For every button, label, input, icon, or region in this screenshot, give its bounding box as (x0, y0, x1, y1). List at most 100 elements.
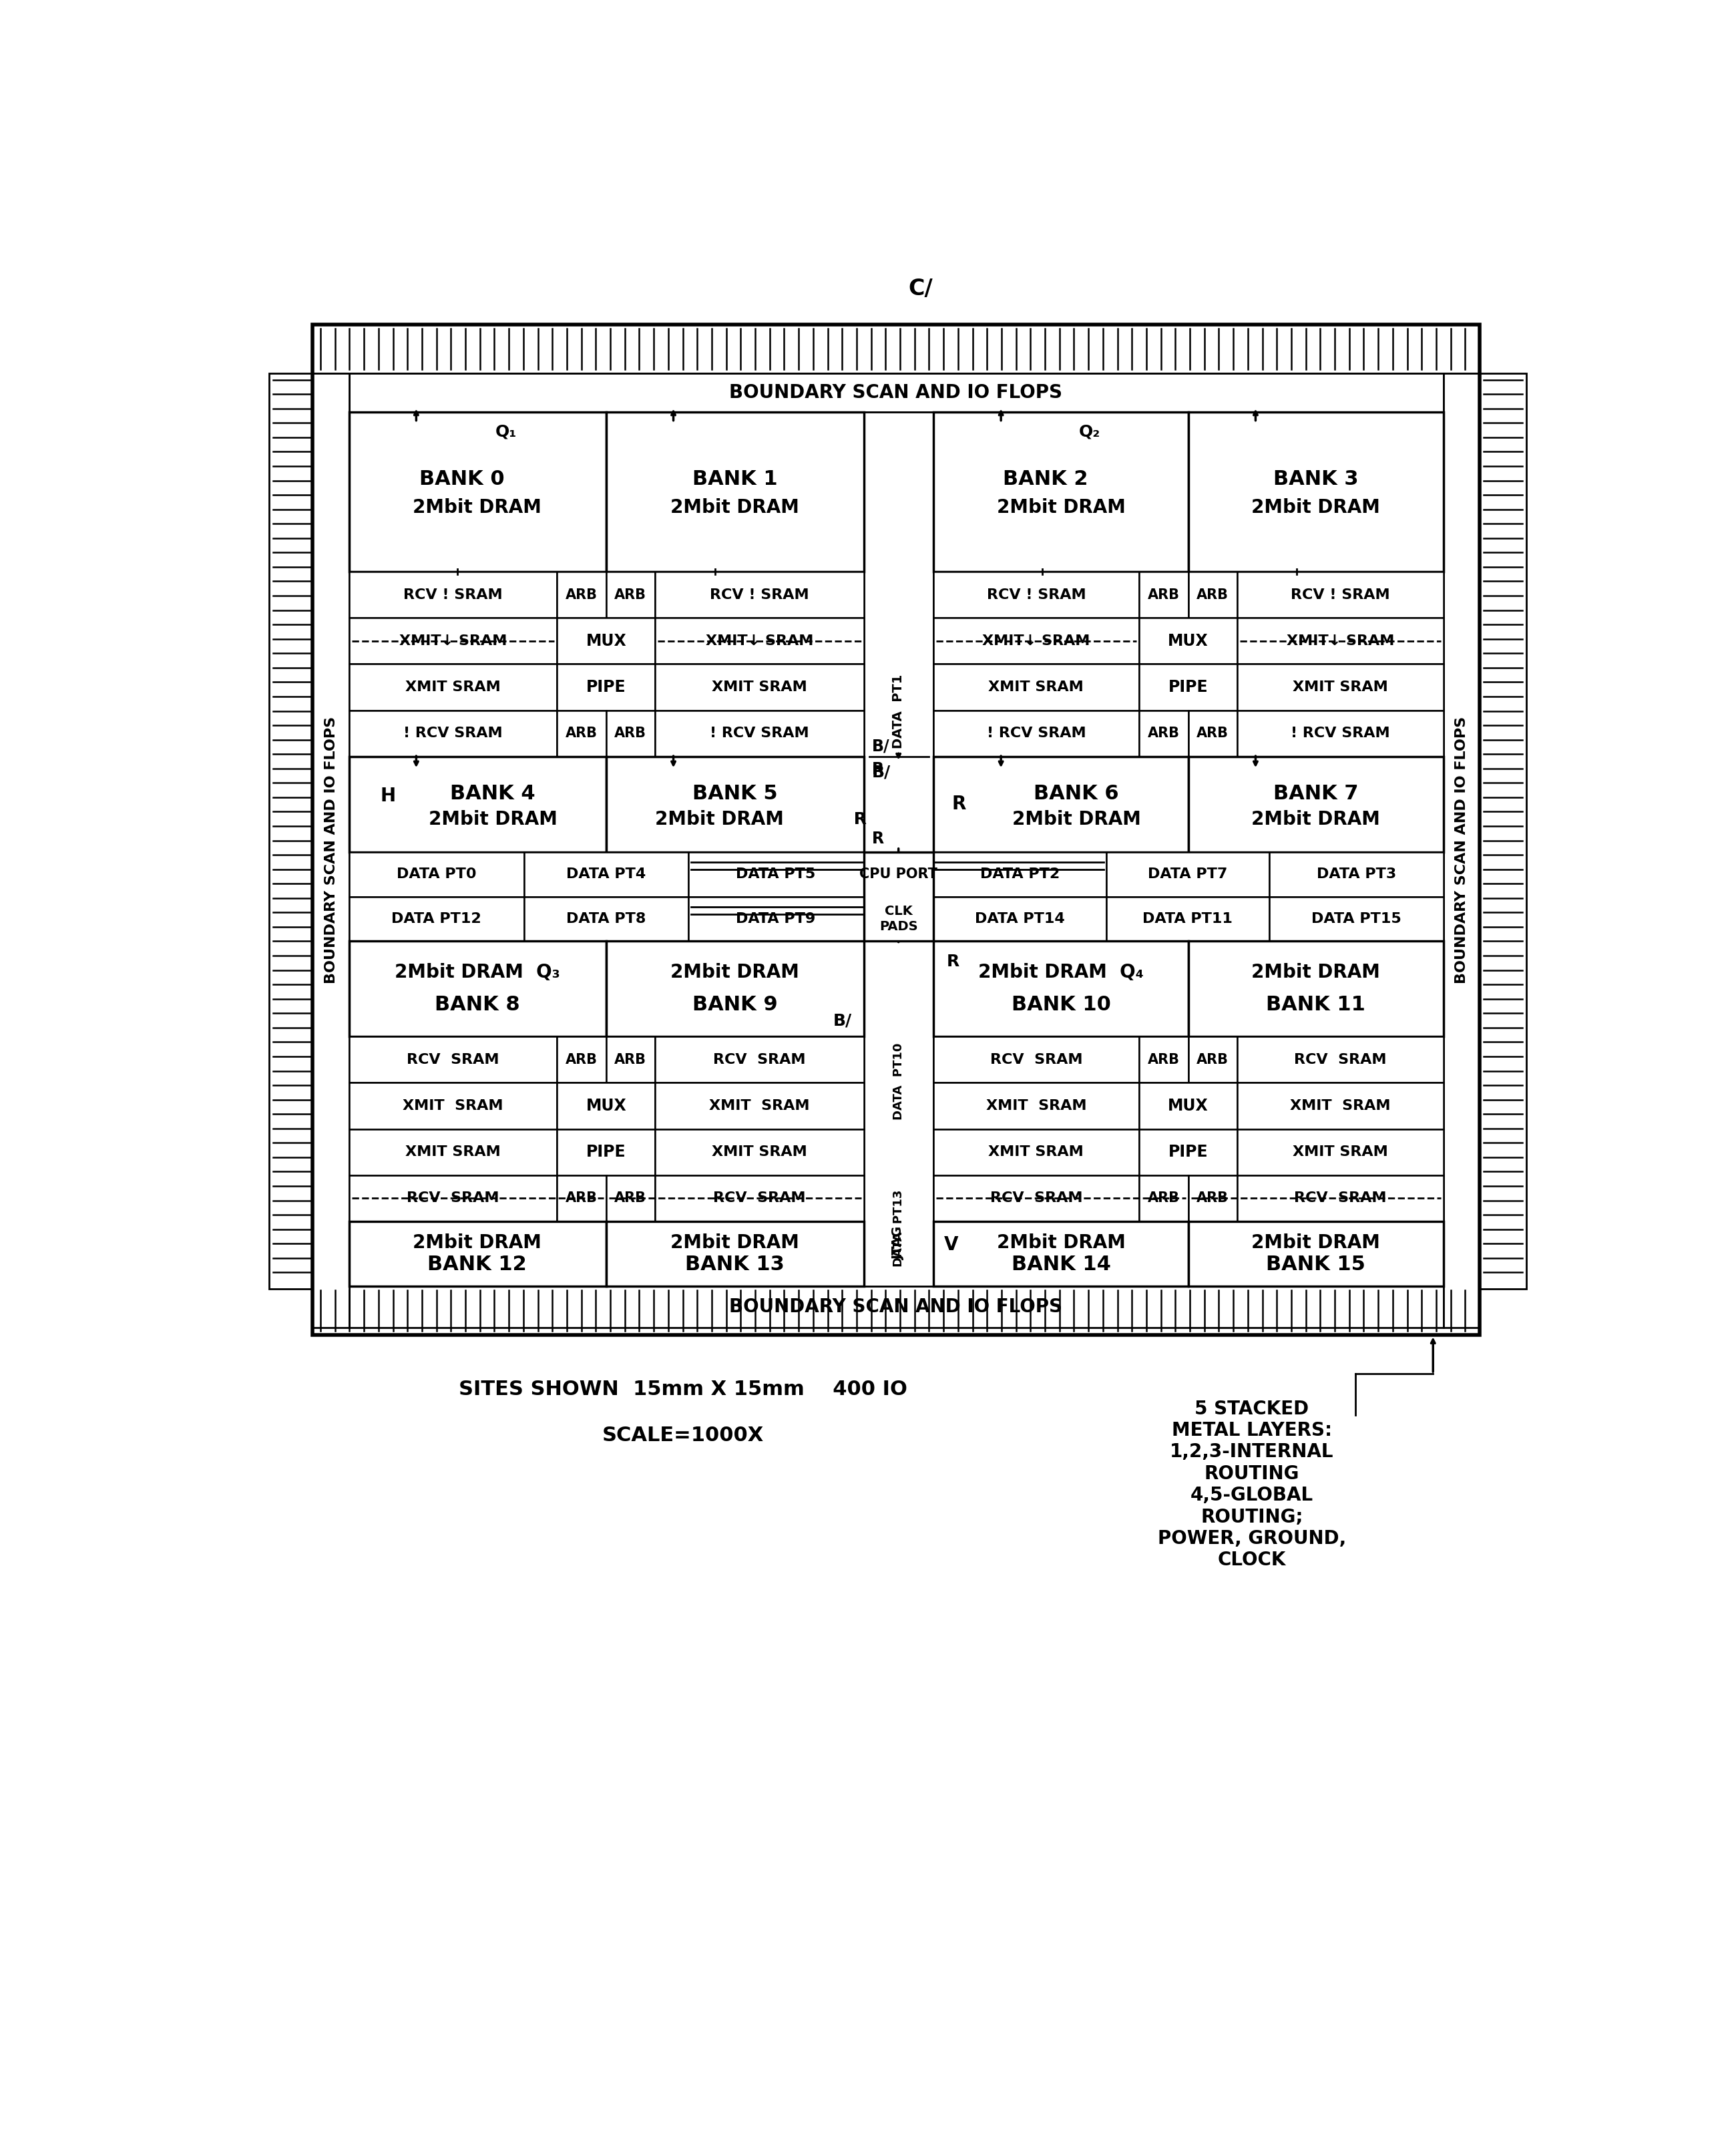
Bar (557, 572, 606, 617)
Text: ARB: ARB (1147, 589, 1179, 602)
Text: BANK 15: BANK 15 (1266, 1255, 1364, 1274)
Bar (654, 572, 865, 617)
Text: 2Mbit DRAM: 2Mbit DRAM (670, 499, 799, 516)
Text: ! RCV SRAM: ! RCV SRAM (710, 726, 809, 739)
Bar (524, 851, 689, 896)
Text: DATA PT0: DATA PT0 (396, 868, 476, 881)
Bar (606, 1176, 654, 1221)
Bar (934, 1036, 1139, 1083)
Text: R: R (871, 761, 884, 778)
Bar (557, 1176, 606, 1221)
Text: CPU PORT: CPU PORT (859, 868, 937, 881)
Bar (654, 1083, 865, 1128)
Text: RCV  SRAM: RCV SRAM (406, 1053, 500, 1066)
Text: H: H (380, 787, 396, 806)
Bar (1187, 572, 1238, 617)
Bar (1106, 851, 1269, 896)
Bar (1139, 617, 1238, 664)
Text: 2Mbit DRAM: 2Mbit DRAM (654, 810, 785, 830)
Bar (349, 851, 524, 896)
Text: XMIT↓ SRAM: XMIT↓ SRAM (399, 634, 507, 647)
Bar (1187, 711, 1238, 756)
Text: 2Mbit DRAM: 2Mbit DRAM (1252, 963, 1380, 982)
Bar (1238, 617, 1443, 664)
Bar (1238, 572, 1443, 617)
Text: RCV  SRAM: RCV SRAM (406, 1193, 500, 1206)
Bar (349, 374, 1443, 413)
Bar (934, 711, 1139, 756)
Text: 2Mbit DRAM: 2Mbit DRAM (996, 1234, 1125, 1253)
Text: RCV ! SRAM: RCV ! SRAM (710, 589, 809, 602)
Text: R: R (871, 832, 884, 847)
Bar (1139, 1128, 1238, 1176)
Text: B/: B/ (833, 1012, 852, 1029)
Text: 2Mbit DRAM: 2Mbit DRAM (1252, 499, 1380, 516)
Bar (1187, 756, 1443, 851)
Text: PIPE: PIPE (587, 679, 627, 696)
Text: XMIT SRAM: XMIT SRAM (712, 1145, 807, 1158)
Text: RCV  SRAM: RCV SRAM (713, 1193, 806, 1206)
Bar (1139, 1176, 1187, 1221)
Text: BANK 3: BANK 3 (1272, 468, 1358, 488)
Bar (654, 1128, 865, 1176)
Text: DATA PT9: DATA PT9 (736, 911, 816, 926)
Bar (934, 1221, 1187, 1287)
Bar (654, 711, 865, 756)
Bar (1443, 374, 1479, 1328)
Bar (934, 896, 1106, 941)
Text: R: R (951, 795, 965, 812)
Text: XMIT SRAM: XMIT SRAM (988, 1145, 1083, 1158)
Text: XMIT  SRAM: XMIT SRAM (708, 1098, 809, 1113)
Text: ARB: ARB (615, 589, 646, 602)
Text: PIPE: PIPE (587, 1143, 627, 1160)
Text: XMIT↓ SRAM: XMIT↓ SRAM (705, 634, 812, 647)
Bar (934, 572, 1139, 617)
Text: ARB: ARB (566, 589, 597, 602)
Bar (349, 617, 557, 664)
Bar (349, 1083, 557, 1128)
Bar (606, 572, 654, 617)
Bar (1139, 1083, 1238, 1128)
Bar (1238, 1036, 1443, 1083)
Bar (524, 896, 689, 941)
Bar (654, 1176, 865, 1221)
Text: DATA PT14: DATA PT14 (976, 911, 1066, 926)
Text: ! RCV SRAM: ! RCV SRAM (986, 726, 1085, 739)
Text: BANK 12: BANK 12 (427, 1255, 528, 1274)
Bar (1187, 1036, 1238, 1083)
Bar (1269, 851, 1443, 896)
Bar (689, 896, 865, 941)
Bar (557, 1083, 654, 1128)
Text: ! RCV SRAM: ! RCV SRAM (403, 726, 503, 739)
Text: DATA PT12: DATA PT12 (391, 911, 481, 926)
Bar (349, 413, 606, 572)
Text: ARB: ARB (615, 726, 646, 739)
Text: XMIT  SRAM: XMIT SRAM (403, 1098, 503, 1113)
Text: 2Mbit DRAM: 2Mbit DRAM (413, 499, 542, 516)
Bar (1139, 711, 1187, 756)
Text: RCV ! SRAM: RCV ! SRAM (403, 589, 503, 602)
Text: ARB: ARB (1196, 1053, 1229, 1066)
Text: MUX: MUX (1168, 1098, 1208, 1113)
Bar (1269, 896, 1443, 941)
Text: 2Mbit DRAM: 2Mbit DRAM (996, 499, 1125, 516)
Text: MUX: MUX (1168, 634, 1208, 649)
Text: PADS: PADS (878, 920, 918, 933)
Text: XMIT SRAM: XMIT SRAM (404, 681, 500, 694)
Text: V: V (944, 1236, 958, 1255)
Bar (1106, 896, 1269, 941)
Text: 2Mbit DRAM: 2Mbit DRAM (670, 963, 799, 982)
Text: 2Mbit DRAM  Q₃: 2Mbit DRAM Q₃ (394, 963, 561, 982)
Text: BANK 2: BANK 2 (1003, 468, 1088, 488)
Bar (654, 1036, 865, 1083)
Text: BANK 0: BANK 0 (418, 468, 505, 488)
Bar (934, 617, 1139, 664)
Text: XMIT  SRAM: XMIT SRAM (986, 1098, 1087, 1113)
Text: RCV ! SRAM: RCV ! SRAM (1292, 589, 1391, 602)
Text: XMIT SRAM: XMIT SRAM (1293, 681, 1389, 694)
Bar (606, 1221, 865, 1287)
Bar (557, 1036, 606, 1083)
Text: BOUNDARY SCAN AND IO FLOPS: BOUNDARY SCAN AND IO FLOPS (729, 1298, 1062, 1315)
Text: XMIT↓ SRAM: XMIT↓ SRAM (983, 634, 1090, 647)
Bar (1238, 1083, 1443, 1128)
